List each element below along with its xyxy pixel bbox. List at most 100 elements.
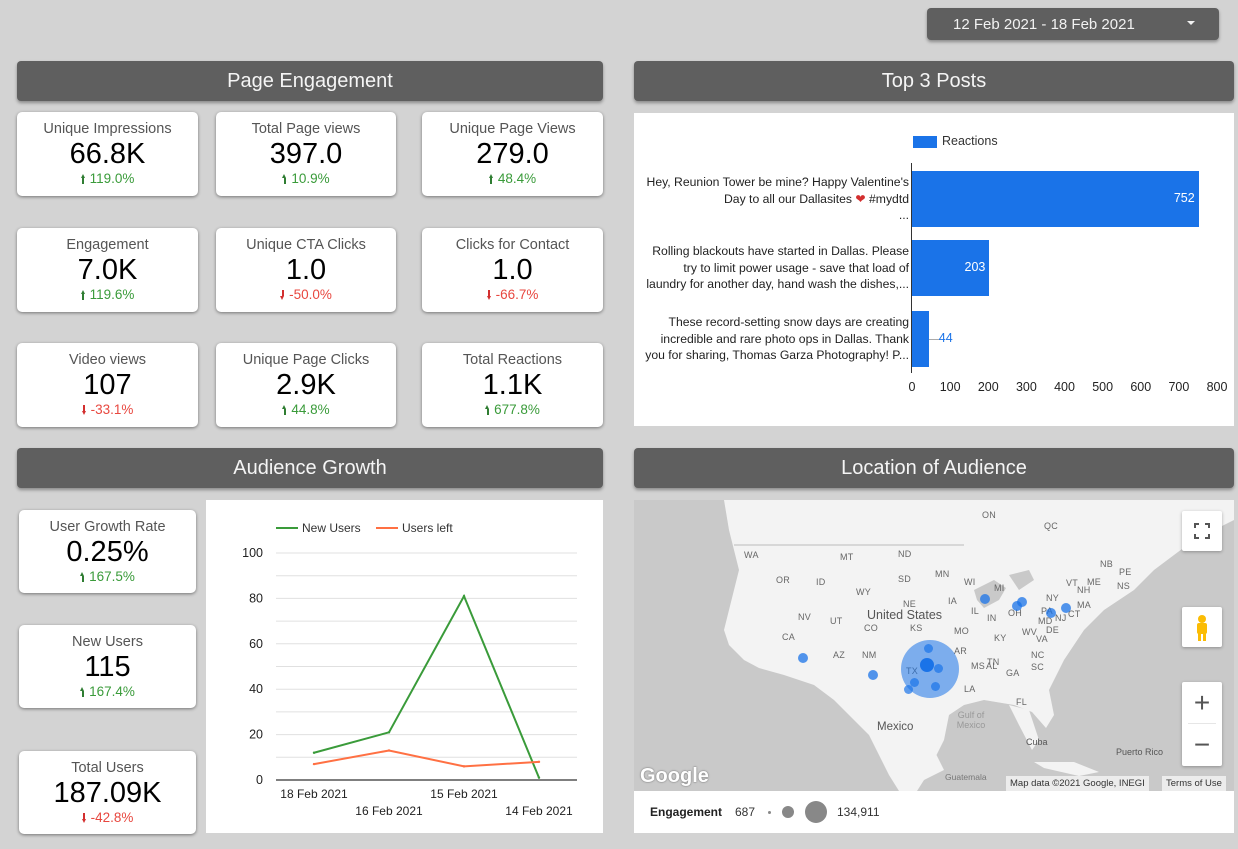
kpi-delta: 10.9% bbox=[216, 171, 396, 187]
kpi-delta: 677.8% bbox=[422, 402, 603, 418]
map-bubble[interactable] bbox=[920, 658, 934, 672]
legend-label-reactions: Reactions bbox=[942, 134, 998, 148]
map-state-label: AL bbox=[986, 661, 998, 671]
kpi-label: User Growth Rate bbox=[49, 519, 166, 535]
map-state-label: ON bbox=[982, 510, 997, 520]
map-land bbox=[724, 500, 1234, 791]
x-axis-tick-label: 700 bbox=[1168, 380, 1190, 394]
zoom-in-button[interactable]: + bbox=[1193, 686, 1211, 718]
legend-min-value: 687 bbox=[735, 805, 756, 819]
map-state-label: QC bbox=[1044, 521, 1059, 531]
map-bubble[interactable] bbox=[1012, 601, 1022, 611]
map-legend: Engagement 687 134,911 bbox=[634, 791, 1234, 833]
zoom-out-button[interactable]: − bbox=[1193, 729, 1211, 760]
data-point bbox=[462, 765, 466, 768]
fullscreen-button[interactable] bbox=[1182, 511, 1222, 551]
post-label: Rolling blackouts have started in Dallas… bbox=[629, 243, 909, 293]
y-axis-tick-label: 40 bbox=[249, 682, 263, 696]
terms-of-use-link[interactable]: Terms of Use bbox=[1162, 776, 1226, 791]
zoom-divider bbox=[1188, 723, 1216, 724]
map-state-label: IA bbox=[948, 596, 958, 606]
post-label-line: you for sharing, Thomas Garza Photograph… bbox=[645, 348, 909, 362]
map-bubble[interactable] bbox=[924, 644, 933, 653]
kpi-value: 1.0 bbox=[285, 254, 327, 286]
kpi-delta-value: -42.8% bbox=[90, 810, 134, 825]
map-state-label: AR bbox=[954, 646, 968, 656]
map-state-label: WI bbox=[964, 577, 976, 587]
bar-reactions[interactable] bbox=[912, 171, 1199, 227]
x-axis-tick-label: 400 bbox=[1054, 380, 1075, 394]
y-axis-tick-label: 100 bbox=[242, 546, 263, 560]
kpi-value: 187.09K bbox=[53, 777, 162, 809]
map-label-gulf-of-mexico: Gulf of Mexico bbox=[956, 710, 986, 730]
map-state-label: WA bbox=[744, 550, 759, 560]
legend-metric-label: Engagement bbox=[650, 805, 723, 819]
post-label-line: Day to all our Dallasites ❤ #mydtd bbox=[629, 191, 909, 208]
x-axis-tick-label: 16 Feb 2021 bbox=[355, 804, 423, 818]
map-state-label: NS bbox=[1117, 581, 1131, 591]
kpi-delta-value: 167.4% bbox=[89, 684, 135, 699]
map-label-united-states: United States bbox=[867, 608, 943, 622]
kpi-value: 279.0 bbox=[476, 138, 549, 170]
series-line-new-users bbox=[313, 593, 540, 779]
arrow-up-icon bbox=[80, 174, 86, 184]
map-bubble[interactable] bbox=[1061, 603, 1071, 613]
kpi-delta: 44.8% bbox=[216, 402, 396, 418]
map-state-label: CO bbox=[864, 623, 879, 633]
kpi-label: Clicks for Contact bbox=[455, 237, 570, 253]
map-state-label: MD bbox=[1038, 616, 1053, 626]
map-bubble[interactable] bbox=[910, 678, 919, 687]
post-label-line: Hey, Reunion Tower be mine? Happy Valent… bbox=[646, 175, 909, 189]
pegman-icon bbox=[1197, 615, 1207, 641]
kpi-value: 7.0K bbox=[77, 254, 138, 286]
legend-swatch-reactions bbox=[913, 136, 937, 148]
map-state-label: LA bbox=[964, 684, 976, 694]
map-label-cuba: Cuba bbox=[1026, 737, 1048, 747]
kpi-delta: 119.0% bbox=[17, 171, 198, 187]
bar-reactions[interactable] bbox=[912, 311, 929, 367]
map-bubble[interactable] bbox=[1017, 597, 1027, 607]
map-state-label: WY bbox=[856, 587, 872, 597]
map-state-label: MO bbox=[954, 626, 970, 636]
section-header-location: Location of Audience bbox=[634, 448, 1234, 488]
section-title: Audience Growth bbox=[233, 456, 387, 479]
map-bubble[interactable] bbox=[931, 682, 940, 691]
map-state-label: KS bbox=[910, 623, 923, 633]
x-axis-tick-label: 600 bbox=[1130, 380, 1152, 394]
map-state-label: NV bbox=[798, 612, 812, 622]
kpi-delta-value: 677.8% bbox=[494, 402, 540, 417]
section-header-audience-growth: Audience Growth bbox=[17, 448, 603, 488]
kpi-delta-value: -66.7% bbox=[495, 287, 539, 302]
audience-map[interactable]: WAMTNDORIDSDWYNENVUTCOKSCAAZNMTXMNWIIAIL… bbox=[634, 500, 1234, 791]
map-state-label: PE bbox=[1119, 567, 1132, 577]
map-bubble[interactable] bbox=[1046, 608, 1056, 618]
map-bubble[interactable] bbox=[798, 653, 808, 663]
map-state-label: NH bbox=[1077, 585, 1091, 595]
map-bubble[interactable] bbox=[904, 685, 913, 694]
street-view-pegman[interactable] bbox=[1182, 607, 1222, 647]
fullscreen-icon bbox=[1194, 523, 1210, 539]
kpi-delta-value: 10.9% bbox=[291, 171, 330, 186]
kpi-value: 107 bbox=[83, 369, 132, 401]
bar-label-leader-line bbox=[928, 339, 939, 340]
map-attribution: Map data ©2021 Google, INEGI bbox=[1006, 776, 1149, 791]
map-state-label: IN bbox=[987, 613, 997, 623]
arrow-up-icon bbox=[485, 405, 490, 415]
bar-value-label: 44 bbox=[938, 331, 953, 345]
bar-reactions[interactable] bbox=[912, 240, 990, 296]
kpi-delta: 119.6% bbox=[17, 287, 198, 303]
legend-label: Users left bbox=[402, 521, 453, 535]
map-state-label: MT bbox=[840, 552, 854, 562]
map-bubble[interactable] bbox=[868, 670, 878, 680]
legend-max-value: 134,911 bbox=[837, 805, 880, 819]
map-bubble[interactable] bbox=[934, 664, 943, 673]
map-bubble[interactable] bbox=[980, 594, 990, 604]
kpi-delta: 167.5% bbox=[19, 569, 196, 585]
data-point bbox=[312, 751, 316, 754]
kpi-delta-value: -50.0% bbox=[289, 287, 332, 302]
kpi-value: 0.25% bbox=[66, 536, 149, 568]
kpi-delta: -66.7% bbox=[422, 287, 603, 303]
arrow-up-icon bbox=[80, 572, 85, 582]
kpi-label: Unique CTA Clicks bbox=[246, 237, 366, 253]
date-range-picker[interactable]: 12 Feb 2021 - 18 Feb 2021 bbox=[927, 8, 1219, 40]
